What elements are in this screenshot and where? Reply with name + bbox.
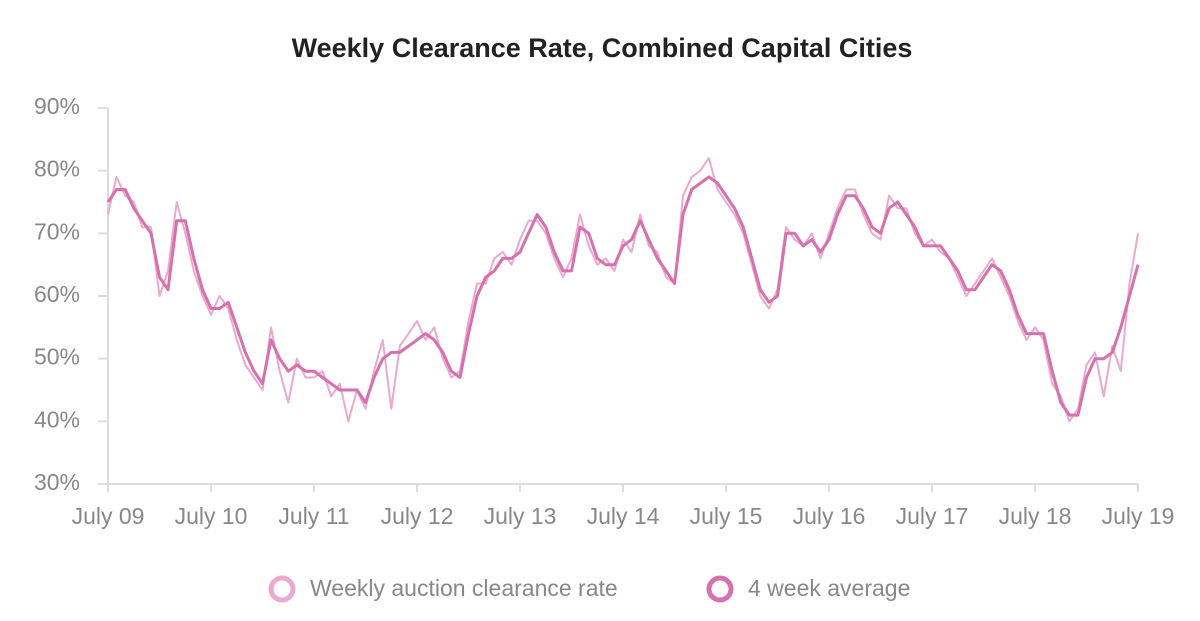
- x-tick-label: July 14: [587, 503, 660, 529]
- x-tick-label: July 18: [999, 503, 1072, 529]
- x-tick-label: July 16: [793, 503, 866, 529]
- legend-label: Weekly auction clearance rate: [310, 575, 618, 601]
- legend-marker: [268, 575, 296, 603]
- x-tick-label: July 17: [896, 503, 969, 529]
- x-tick-label: July 12: [381, 503, 454, 529]
- legend-label: 4 week average: [748, 575, 910, 601]
- y-tick-label: 30%: [34, 469, 80, 495]
- legend-marker: [706, 575, 734, 603]
- y-tick-label: 70%: [34, 218, 80, 244]
- x-tick-label: July 19: [1102, 503, 1175, 529]
- chart-title: Weekly Clearance Rate, Combined Capital …: [292, 33, 913, 63]
- y-tick-label: 40%: [34, 406, 80, 432]
- y-tick-label: 80%: [34, 156, 80, 182]
- series-line: [106, 175, 1140, 417]
- x-tick-label: July 09: [72, 503, 145, 529]
- y-tick-label: 90%: [34, 93, 80, 119]
- x-tick-label: July 11: [278, 503, 349, 529]
- series-line: [107, 157, 1139, 423]
- x-tick-label: July 15: [690, 503, 763, 529]
- x-tick-label: July 10: [175, 503, 248, 529]
- x-tick-label: July 13: [484, 503, 557, 529]
- y-tick-label: 50%: [34, 344, 80, 370]
- y-tick-label: 60%: [34, 281, 80, 307]
